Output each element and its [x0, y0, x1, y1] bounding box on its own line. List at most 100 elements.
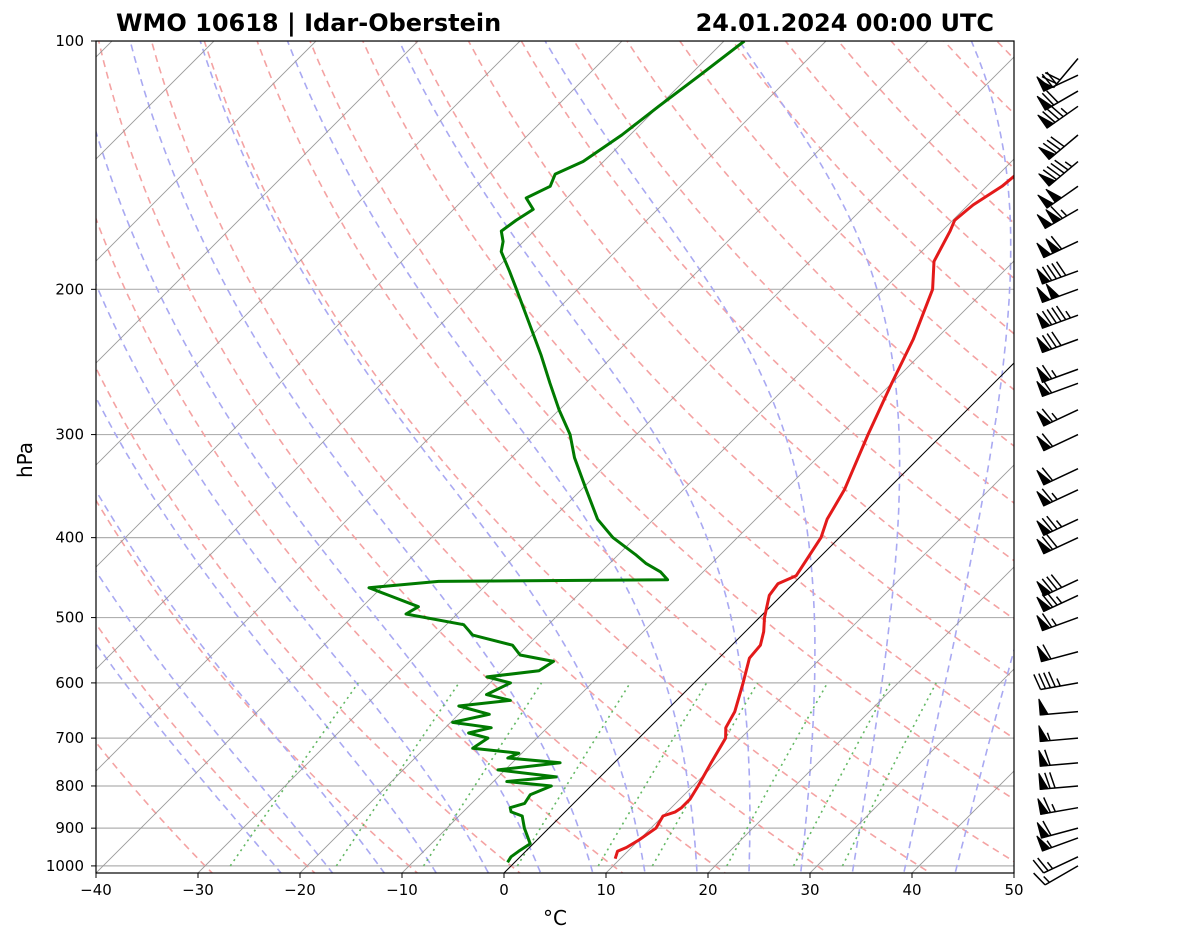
moist-adiabat — [738, 41, 901, 873]
wind-barb — [1038, 57, 1079, 89]
wind-barb — [1036, 835, 1079, 852]
mixing-ratio-line — [841, 682, 937, 867]
mixing-ratio-line — [335, 682, 460, 867]
mixing-ratio-lines — [229, 682, 937, 867]
wind-barb — [1037, 797, 1079, 816]
dry-adiabat — [203, 41, 932, 873]
wind-barb — [1036, 433, 1079, 452]
wind-barb — [1036, 591, 1079, 613]
isotherm — [96, 41, 317, 262]
x-tick-label: 50 — [1004, 881, 1023, 899]
moist-adiabat — [96, 129, 542, 873]
y-axis-ticks: 100 200 300 400 500 600 700 800 900 1000 — [46, 32, 96, 875]
y-axis-label: hPa — [13, 442, 37, 478]
wind-barb — [1036, 488, 1079, 507]
wind-barb — [1037, 105, 1079, 129]
isotherm — [809, 668, 1014, 873]
isotherm — [707, 566, 1014, 873]
chart-title-date: 24.01.2024 00:00 UTC — [696, 9, 994, 37]
wind-barb — [1036, 235, 1079, 259]
dry-adiabat — [256, 41, 1014, 863]
wind-barb — [1036, 515, 1079, 537]
isotherm — [96, 41, 725, 670]
moist-adiabat — [286, 41, 698, 873]
isotherm — [299, 158, 1014, 873]
moist-adiabat — [544, 41, 816, 873]
wind-barb — [1033, 865, 1079, 886]
wind-barb — [1036, 534, 1079, 555]
dry-adiabat — [97, 41, 727, 873]
wind-barb — [1038, 772, 1079, 791]
wind-barb — [1038, 749, 1079, 767]
isotherm — [96, 41, 419, 364]
x-tick-label: −20 — [284, 881, 316, 899]
x-axis-ticks: −40 −30 −20 −10 0 10 20 30 40 50 — [80, 873, 1024, 899]
x-tick-label: −10 — [386, 881, 418, 899]
y-tick-label: 600 — [55, 674, 84, 692]
y-tick-label: 500 — [55, 609, 84, 627]
x-tick-label: 10 — [596, 881, 615, 899]
x-tick-label: 0 — [499, 881, 509, 899]
moist-adiabat — [96, 569, 334, 873]
y-tick-label: 400 — [55, 529, 84, 547]
dry-adiabat — [573, 41, 1014, 505]
moist-adiabat — [398, 41, 751, 873]
wind-barb — [1036, 467, 1079, 486]
moist-adiabat — [199, 41, 646, 873]
dry-adiabats — [96, 41, 1014, 873]
dewpoint-trace — [367, 41, 746, 864]
wind-barb — [1036, 408, 1079, 427]
wind-barb — [1036, 644, 1079, 663]
x-tick-label: 30 — [800, 881, 819, 899]
y-tick-label: 200 — [55, 280, 84, 298]
dry-adiabat — [96, 498, 419, 873]
freezing-isotherm — [503, 362, 1014, 873]
x-tick-label: 20 — [698, 881, 717, 899]
moist-adiabat — [96, 642, 283, 873]
y-tick-label: 300 — [55, 426, 84, 444]
isotherm — [197, 56, 1014, 873]
wind-barb — [1036, 305, 1079, 329]
y-tick-label: 1000 — [46, 857, 84, 875]
isotherm — [96, 41, 521, 466]
dry-adiabat — [309, 41, 1014, 801]
dry-adiabat — [467, 41, 1014, 620]
chart-title-station: WMO 10618 | Idar-Oberstein — [116, 9, 501, 37]
isotherm — [96, 41, 827, 772]
dry-adiabat — [679, 41, 1014, 391]
y-tick-label: 100 — [55, 32, 84, 50]
wind-barb — [1036, 206, 1079, 230]
wind-barb — [1036, 283, 1079, 304]
wind-barb — [1038, 159, 1079, 187]
dry-adiabat — [96, 622, 316, 873]
dry-adiabat — [520, 41, 1014, 562]
mixing-ratio-line — [229, 682, 359, 867]
wind-barb — [1038, 134, 1079, 161]
wind-barb — [1032, 856, 1079, 874]
plot-area — [96, 41, 1014, 873]
x-tick-label: −40 — [80, 881, 112, 899]
plot-frame — [95, 40, 1015, 874]
dry-adiabat — [96, 216, 624, 873]
isotherm — [96, 41, 623, 568]
mixing-ratio-line — [651, 682, 759, 867]
x-tick-label: 40 — [902, 881, 921, 899]
wind-barb — [1036, 331, 1079, 354]
wind-barb — [1036, 574, 1079, 597]
wind-barb — [1038, 725, 1079, 743]
dry-adiabat — [626, 41, 1014, 448]
y-tick-label: 900 — [55, 819, 84, 837]
moist-adiabat — [129, 41, 594, 873]
wind-barb — [1036, 364, 1079, 383]
moist-adiabat — [954, 647, 1014, 873]
wind-barb — [1036, 613, 1079, 632]
dry-adiabat — [150, 41, 830, 873]
mixing-ratio-line — [792, 682, 892, 867]
y-tick-label: 700 — [55, 729, 84, 747]
isotherm-lines — [96, 41, 1014, 873]
wind-barb — [1033, 671, 1079, 691]
wind-barb — [1036, 90, 1079, 111]
isotherm — [401, 260, 1014, 873]
